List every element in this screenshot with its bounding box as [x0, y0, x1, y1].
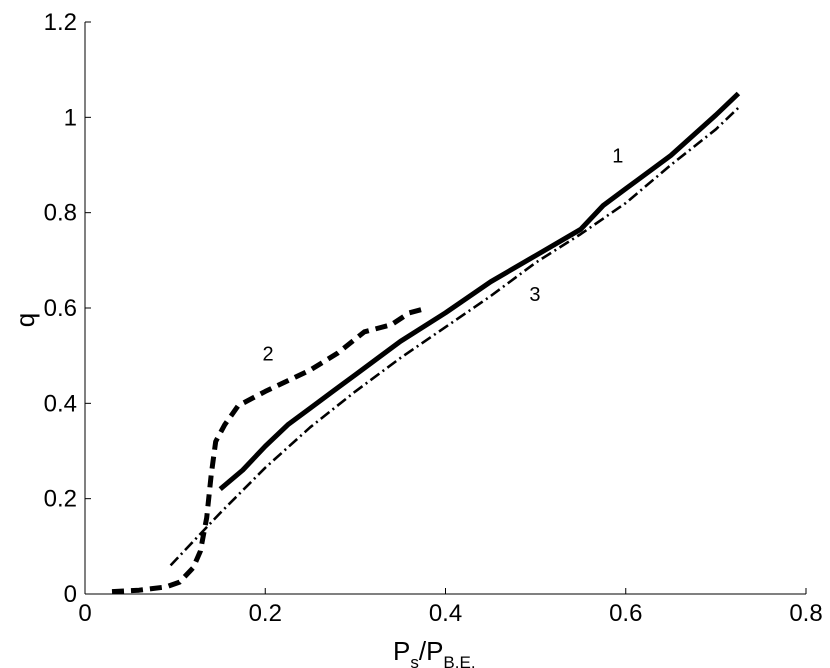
x-tick-label: 0 [78, 600, 91, 627]
y-axis-ticks: 0 0.2 0.4 0.6 0.8 1 1.2 [44, 9, 91, 608]
series-line-1 [218, 91, 741, 492]
series-layer [111, 91, 741, 595]
y-tick-label: 0.4 [44, 390, 77, 417]
curve-label-2: 2 [263, 343, 274, 365]
y-tick-label: 0.8 [44, 200, 77, 227]
x-tick-label: 0.6 [609, 600, 642, 627]
x-tick-label: 0.8 [789, 600, 822, 627]
curve-label-3: 3 [529, 284, 540, 306]
series-line-3 [169, 106, 740, 567]
y-tick-label: 1.2 [44, 9, 77, 36]
plot-frame [84, 22, 806, 595]
x-tick-label: 0.2 [249, 600, 282, 627]
y-tick-label: 0 [64, 581, 77, 608]
curve-label-1: 1 [612, 146, 623, 168]
x-axis-ticks: 0 0.2 0.4 0.6 0.8 [78, 588, 823, 627]
x-tick-label: 0.4 [429, 600, 462, 627]
y-axis-label: q [10, 313, 40, 327]
y-tick-label: 0.2 [44, 486, 77, 513]
annotation-layer: 1 2 3 [263, 146, 624, 366]
series-line-2 [111, 305, 429, 595]
y-tick-label: 1 [64, 104, 77, 131]
x-axis-label: Ps/PB.E. [393, 636, 476, 668]
y-tick-label: 0.6 [44, 295, 77, 322]
